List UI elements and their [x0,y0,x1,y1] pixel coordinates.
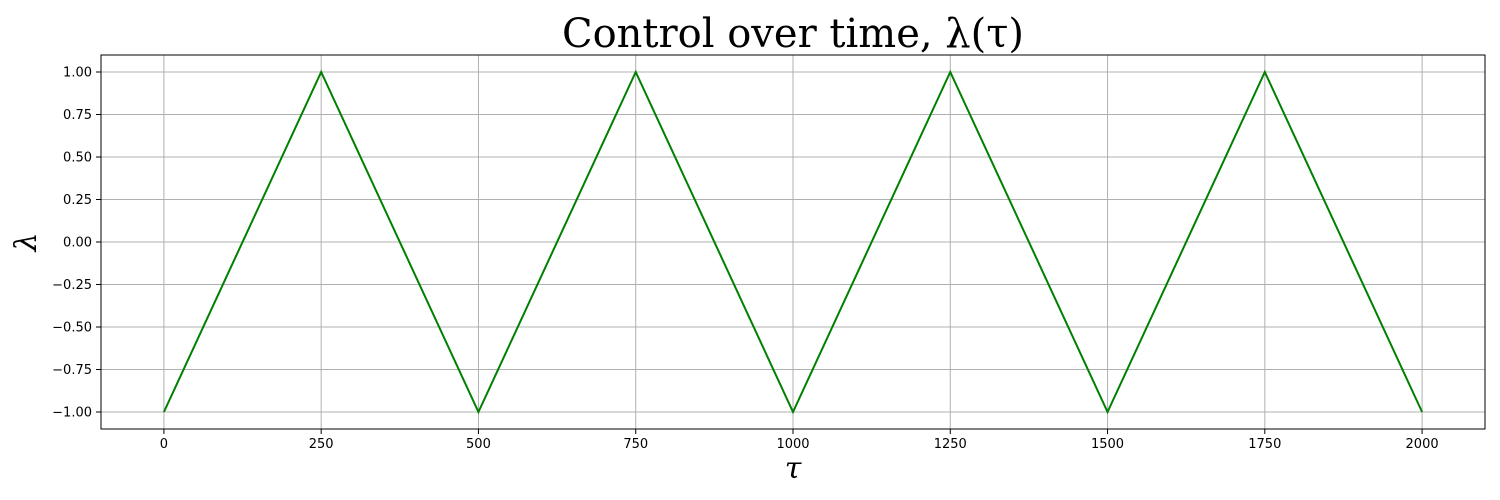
y-tick-label: −1.00 [52,406,92,421]
y-tick-label: 0.50 [63,151,92,166]
x-axis-label: τ [785,451,802,486]
x-tick-label: 250 [309,437,334,452]
x-tick-label: 750 [623,437,648,452]
x-tick-label: 1000 [776,437,809,452]
series-line [163,69,1423,415]
y-tick-label: −0.25 [52,278,92,293]
axis-ticks: 0 250 500 750 1000 1250 1500 1750 2000 −1.00 −0.75… [52,66,1438,453]
x-tick-label: 0 [160,437,168,452]
x-tick-label: 1500 [1091,437,1124,452]
y-tick-label: 0.00 [63,236,92,251]
x-tick-label: 1250 [934,437,967,452]
x-tick-label: 1750 [1248,437,1281,452]
y-tick-label: −0.75 [52,363,92,378]
y-axis-label: λ [9,232,44,252]
y-tick-label: −0.50 [52,321,92,336]
y-tick-label: 0.75 [63,108,92,123]
chart-title: Control over time, λ(τ) [562,11,1024,57]
series-layer [163,69,1423,415]
x-tick-label: 500 [466,437,491,452]
grid [101,55,1485,429]
y-tick-label: 0.25 [63,193,92,208]
y-tick-label: 1.00 [63,66,92,81]
x-tick-label: 2000 [1406,437,1439,452]
